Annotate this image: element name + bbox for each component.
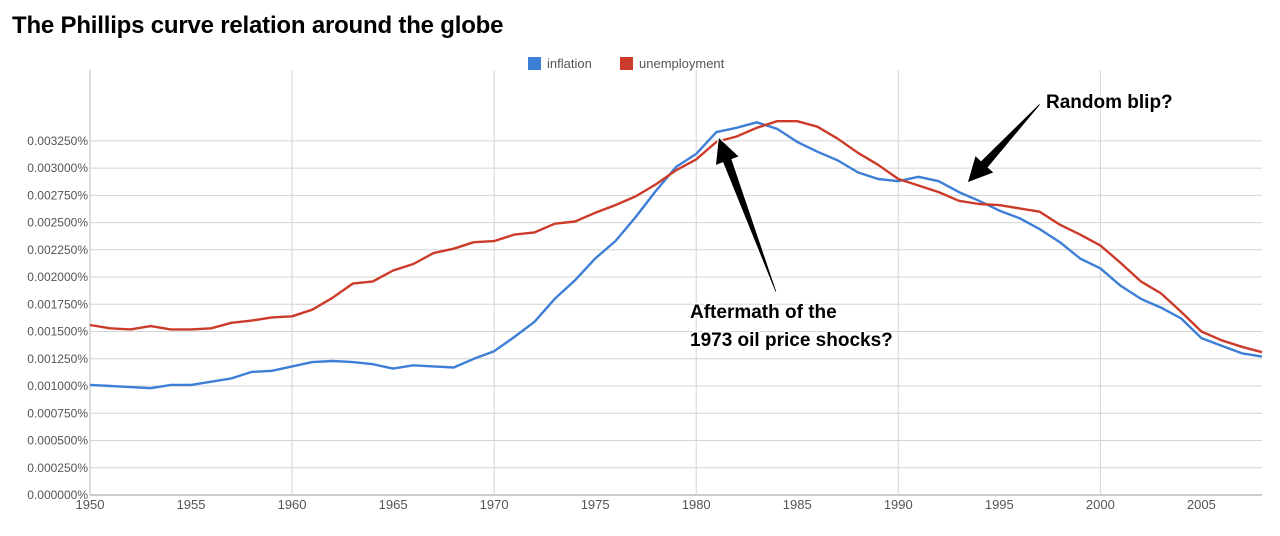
annotation-oil-text-line: Aftermath of the (690, 302, 837, 323)
y-tick-label: 0.001750% (27, 297, 88, 311)
y-tick-label: 0.002750% (27, 188, 88, 202)
legend-item-unemployment[interactable]: unemployment (620, 56, 725, 71)
y-tick-label: 0.000500% (27, 434, 88, 448)
x-tick-label: 1950 (76, 497, 105, 512)
x-tick-label: 1955 (177, 497, 206, 512)
series-lines (89, 120, 1263, 390)
y-tick-label: 0.003000% (27, 161, 88, 175)
y-tick-label: 0.000250% (27, 461, 88, 475)
y-tick-label: 0.000750% (27, 406, 88, 420)
x-tick-label: 1970 (480, 497, 509, 512)
x-axis-ticks: 1950 1955 1960 1965 1970 1975 1980 1985 1990 1995… (76, 497, 1216, 512)
legend-item-inflation[interactable]: inflation (528, 56, 592, 71)
x-tick-label: 1975 (581, 497, 610, 512)
x-tick-label: 1965 (379, 497, 408, 512)
y-tick-label: 0.002250% (27, 243, 88, 257)
y-tick-label: 0.001250% (27, 352, 88, 366)
y-tick-label: 0.000000% (27, 488, 88, 502)
x-tick-label: 2000 (1086, 497, 1115, 512)
legend-swatch-inflation (528, 57, 541, 70)
x-tick-label: 1990 (884, 497, 913, 512)
legend-label-inflation: inflation (547, 56, 592, 71)
x-tick-label: 1985 (783, 497, 812, 512)
arrow-oil-shocks (714, 135, 778, 294)
y-tick-label: 0.002000% (27, 270, 88, 284)
annotation-random-blip: Random blip? (966, 91, 1174, 184)
series-line-unemployment (89, 120, 1263, 354)
annotations: Aftermath of the 1973 oil price shocks? Ra… (689, 91, 1175, 353)
y-tick-label: 0.003250% (27, 134, 88, 148)
series-line-inflation (89, 121, 1263, 390)
y-tick-label: 0.001000% (27, 379, 88, 393)
arrow-random-blip (966, 102, 1042, 184)
y-tick-label: 0.001500% (27, 325, 88, 339)
legend[interactable]: inflation unemployment (528, 56, 725, 71)
grid-lines (89, 70, 1262, 496)
y-tick-label: 0.002500% (27, 216, 88, 230)
chart-title: The Phillips curve relation around the g… (12, 12, 504, 39)
x-tick-label: 1980 (682, 497, 711, 512)
legend-swatch-unemployment (620, 57, 633, 70)
x-tick-label: 1960 (278, 497, 307, 512)
x-tick-label: 1995 (985, 497, 1014, 512)
x-tick-label: 2005 (1187, 497, 1216, 512)
annotation-oil-shocks: Aftermath of the 1973 oil price shocks? (689, 135, 894, 353)
annotation-blip-text: Random blip? (1046, 92, 1173, 113)
annotation-oil-text-line: 1973 oil price shocks? (690, 330, 893, 351)
legend-label-unemployment: unemployment (639, 56, 725, 71)
y-axis-ticks: 0.000000% 0.000250% 0.000500% 0.000750% 0.00… (27, 134, 88, 502)
